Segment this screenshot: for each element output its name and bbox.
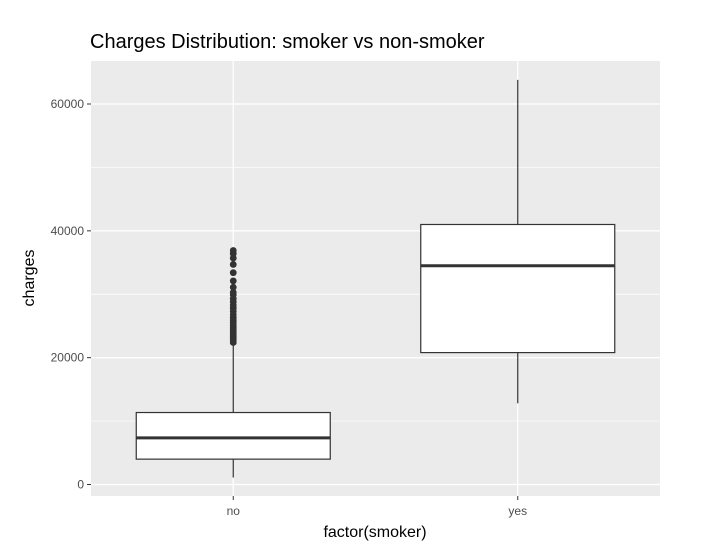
- outlier-point: [229, 269, 237, 277]
- outlier-point: [229, 247, 237, 254]
- outlier-point: [229, 283, 237, 291]
- box-no: [135, 247, 331, 478]
- y-axis-title: charges: [21, 250, 38, 307]
- chart-title: Charges Distribution: smoker vs non-smok…: [90, 31, 485, 53]
- x-tick-label: yes: [508, 504, 527, 518]
- iqr-box: [420, 223, 616, 354]
- iqr-box: [135, 411, 331, 460]
- x-tick-label: no: [227, 504, 241, 518]
- outlier-point: [229, 288, 237, 296]
- y-tick-label: 20000: [51, 351, 85, 365]
- y-tick-label: 0: [77, 478, 84, 492]
- y-tick-label: 60000: [51, 97, 85, 111]
- outlier-point: [229, 261, 237, 268]
- x-axis-title: factor(smoker): [323, 524, 426, 541]
- x-axis: no yes: [227, 496, 527, 518]
- outlier-point: [229, 277, 237, 285]
- boxes-layer: [135, 79, 616, 478]
- y-tick-label: 40000: [51, 224, 85, 238]
- y-axis: 0 20000 40000 60000: [51, 97, 91, 492]
- box-yes: [420, 79, 616, 404]
